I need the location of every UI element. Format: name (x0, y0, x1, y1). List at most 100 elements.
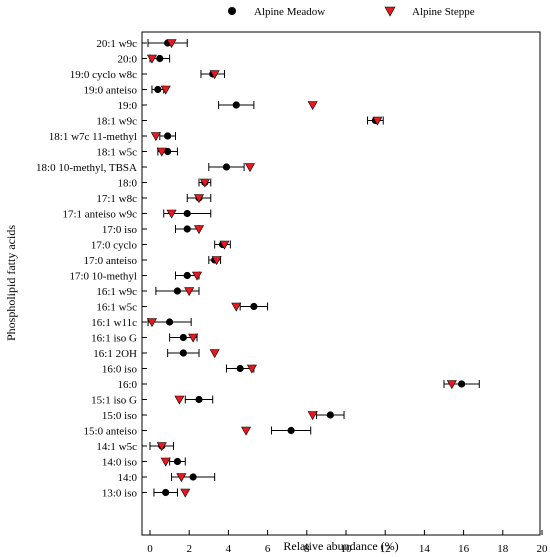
alpine-steppe-marker-18-1-w9c (372, 116, 383, 126)
alpine-steppe-marker-16-1-iso-g (188, 333, 199, 343)
alpine-meadow-marker-14-0-iso (173, 457, 182, 466)
x-tick-label: 12 (380, 543, 391, 555)
alpine-meadow-marker-16-1-w5c (250, 302, 258, 311)
x-tick-label: 4 (226, 543, 232, 555)
y-tick-label-19-0-anteiso: 19:0 anteiso (84, 85, 138, 97)
plot-frame (141, 31, 541, 536)
alpine-steppe-marker-18-0 (199, 178, 210, 188)
alpine-steppe-marker-15-0-iso (307, 411, 318, 421)
y-tick-label-17-0-10-methyl: 17:0 10-methyl (69, 271, 137, 283)
y-tick-label-14-0-iso: 14:0 iso (102, 457, 138, 469)
x-tick-label: 16 (458, 543, 470, 555)
alpine-meadow-marker-18-0-10-methyl-tbsa (222, 163, 231, 171)
y-tick-label-17-0-iso: 17:0 iso (102, 224, 138, 236)
y-tick-label-15-1-iso-g: 15:1 iso G (91, 395, 137, 407)
alpine-steppe-marker-20-1-w9c (166, 39, 177, 49)
x-tick-label: 2 (186, 543, 192, 555)
y-tick-label-17-0-cyclo: 17:0 cyclo (91, 240, 138, 252)
alpine-meadow-marker-19-0 (232, 101, 240, 109)
data-markers (146, 39, 466, 498)
alpine-meadow-marker-16-1-iso-g (179, 333, 187, 342)
y-axis-title: Phospholipid fatty acids (4, 225, 18, 341)
alpine-meadow-marker-15-1-iso-g (195, 395, 203, 404)
alpine-steppe-marker-16-1-w9c (184, 287, 195, 297)
y-tick-label-18-1-w5c: 18:1 w5c (96, 147, 137, 159)
alpine-steppe-marker-18-0-10-methyl-tbsa (244, 163, 255, 173)
y-tick-label-17-1-anteiso-w9c: 17:1 anteiso w9c (62, 209, 137, 221)
legend-label-alpine-meadow: Alpine Meadow (254, 6, 325, 18)
alpine-steppe-marker-18-1-w7c-11-methyl (150, 132, 161, 142)
y-tick-label-15-0-iso: 15:0 iso (102, 410, 138, 422)
x-tick-label: 20 (537, 543, 549, 555)
alpine-steppe-marker-16-1-w11c (146, 318, 157, 328)
y-tick-label-16-1-w9c: 16:1 w9c (96, 286, 137, 298)
alpine-meadow-marker-18-1-w5c (164, 147, 172, 156)
y-tick-label-16-0-iso: 16:0 iso (102, 364, 138, 376)
alpine-steppe-marker-13-0-iso (180, 488, 191, 498)
alpine-meadow-marker-20-0 (156, 54, 164, 63)
alpine-steppe-marker-14-0 (176, 473, 187, 483)
alpine-meadow-marker-15-0-iso (326, 411, 334, 419)
alpine-meadow-marker-16-1-w9c (173, 287, 182, 295)
legend-marker-alpine-meadow (228, 7, 236, 15)
alpine-steppe-marker-17-1-anteiso-w9c (166, 209, 177, 219)
alpine-meadow-marker-17-0-10-methyl (183, 271, 191, 280)
y-tick-label-13-0-iso: 13:0 iso (102, 488, 138, 500)
y-tick-label-18-1-w9c: 18:1 w9c (96, 116, 137, 128)
y-tick-label-15-0-anteiso: 15:0 anteiso (84, 426, 138, 438)
axes: 0 2 4 6 8 10 12 14 16 18 20 20:1 w9c 20:0 19:0 cyclo … (36, 38, 548, 555)
alpine-steppe-marker-19-0-anteiso (160, 85, 171, 95)
y-tick-label-19-0-cyclo-w8c: 19:0 cyclo w8c (70, 69, 137, 81)
alpine-steppe-marker-14-0-iso (160, 457, 171, 467)
alpine-steppe-marker-17-0-iso (193, 225, 205, 235)
alpine-meadow-marker-13-0-iso (162, 488, 170, 497)
y-tick-label-18-1-w7c-11-methyl: 18:1 w7c 11-methyl (49, 131, 137, 143)
alpine-steppe-marker-16-0-iso (246, 364, 257, 374)
alpine-meadow-marker-18-1-w7c-11-methyl (164, 132, 172, 140)
y-tick-label-18-0-10-methyl-tbsa: 18:0 10-methyl, TBSA (36, 162, 137, 174)
x-tick-label: 8 (304, 543, 310, 555)
alpine-steppe-marker-14-1-w5c (156, 442, 167, 452)
y-tick-label-16-1-2oh: 16:1 2OH (93, 348, 137, 360)
y-tick-label-18-0: 18:0 (117, 178, 137, 190)
alpine-meadow-marker-17-1-anteiso-w9c (183, 209, 191, 218)
alpine-steppe-marker-15-1-iso-g (174, 395, 185, 405)
x-tick-label: 10 (341, 543, 353, 555)
alpine-steppe-marker-17-0-cyclo (219, 240, 230, 250)
alpine-meadow-marker-16-0 (458, 380, 466, 388)
x-tick-label: 14 (419, 543, 431, 555)
legend: Alpine Meadow Alpine Steppe (228, 6, 475, 18)
y-tick-label-14-1-w5c: 14:1 w5c (96, 441, 137, 453)
alpine-steppe-marker-15-0-anteiso (241, 426, 252, 436)
alpine-meadow-marker-16-1-w11c (166, 318, 174, 326)
alpine-steppe-marker-16-1-w5c (231, 302, 242, 312)
alpine-steppe-marker-19-0 (307, 101, 318, 111)
y-tick-label-20-1-w9c: 20:1 w9c (96, 38, 137, 50)
alpine-steppe-marker-16-0 (446, 380, 457, 390)
x-axis-title: Relative abundance (%) (283, 539, 398, 553)
alpine-steppe-marker-17-0-anteiso (211, 256, 222, 266)
y-tick-label-17-1-w8c: 17:1 w8c (96, 193, 137, 205)
y-tick-label-16-1-w11c: 16:1 w11c (91, 317, 137, 329)
alpine-meadow-marker-17-0-iso (183, 225, 191, 233)
y-tick-label-19-0: 19:0 (117, 100, 137, 112)
legend-marker-alpine-steppe (384, 6, 396, 17)
alpine-meadow-marker-16-0-iso (236, 364, 244, 373)
legend-label-alpine-steppe: Alpine Steppe (412, 6, 475, 18)
x-tick-label: 18 (497, 543, 509, 555)
alpine-meadow-marker-19-0-anteiso (154, 85, 162, 94)
y-tick-label-20-0: 20:0 (117, 54, 137, 66)
alpine-meadow-marker-14-0 (189, 473, 197, 481)
alpine-steppe-marker-20-0 (146, 54, 157, 64)
alpine-steppe-marker-16-1-2oh (209, 349, 220, 359)
x-tick-label: 0 (147, 543, 153, 555)
alpine-meadow-marker-16-1-2oh (179, 349, 187, 357)
x-tick-label: 6 (265, 543, 271, 555)
y-tick-label-17-0-anteiso: 17:0 anteiso (84, 255, 138, 267)
alpine-steppe-marker-17-1-w8c (193, 194, 205, 204)
y-tick-label-16-1-iso-g: 16:1 iso G (91, 333, 137, 345)
alpine-steppe-marker-18-1-w5c (156, 147, 167, 157)
y-tick-label-14-0: 14:0 (117, 472, 137, 484)
alpine-meadow-marker-15-0-anteiso (287, 426, 295, 435)
